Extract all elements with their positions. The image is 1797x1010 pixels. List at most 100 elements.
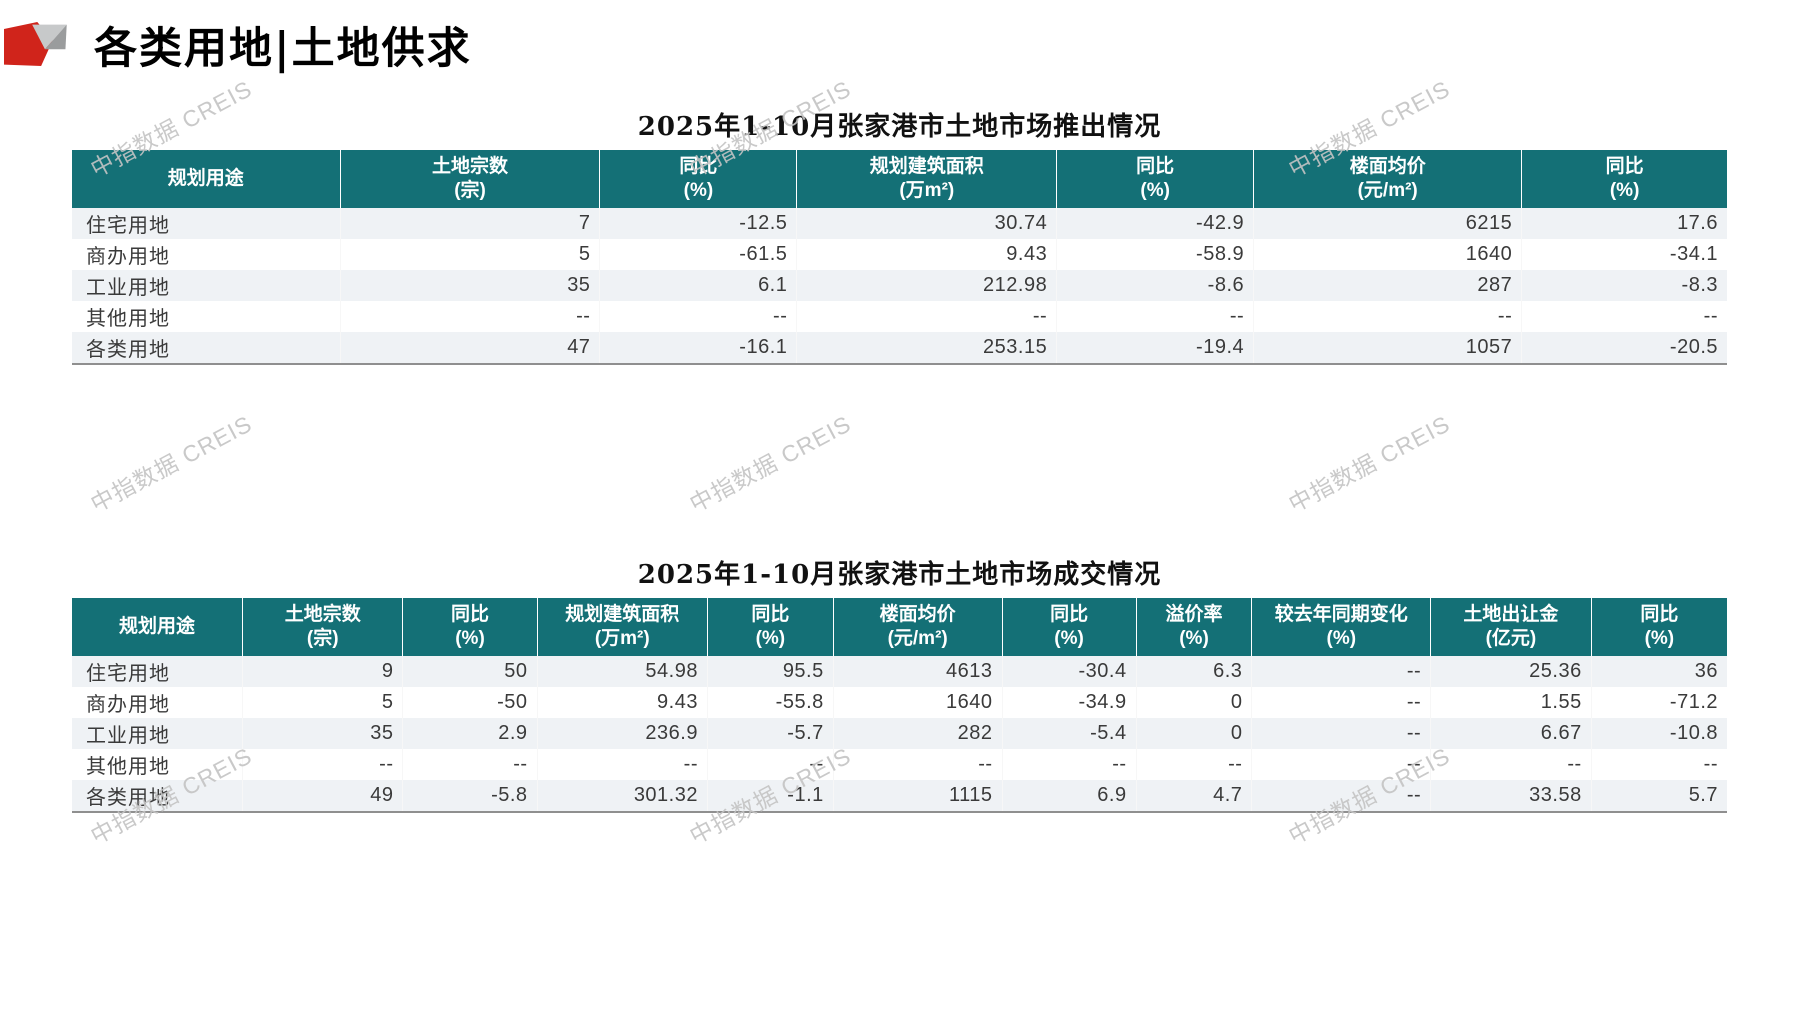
- watermark-text: 中指数据 CREIS: [86, 410, 257, 518]
- cell-value: -71.2: [1591, 687, 1727, 718]
- cell-value: -5.8: [402, 780, 538, 813]
- cell-value: 4613: [833, 656, 1002, 687]
- cell-value: -19.4: [1056, 332, 1254, 365]
- cell-value: 30.74: [797, 208, 1057, 239]
- creis-logo: [4, 22, 68, 66]
- cell-value: -5.7: [707, 718, 833, 749]
- cell-value: -12.5: [600, 208, 797, 239]
- table2-title: 2025年1-10月张家港市土地市场成交情况: [637, 560, 1162, 590]
- cell-value: -61.5: [600, 239, 797, 270]
- cell-value: --: [403, 749, 537, 780]
- cell-value: --: [707, 749, 833, 780]
- cell-value: 6.9: [1002, 780, 1137, 813]
- cell-value: 5: [340, 239, 600, 270]
- cell-value: 36: [1591, 656, 1727, 687]
- cell-value: -20.5: [1521, 332, 1727, 365]
- header-row: 规划用途 土地宗数 (宗) 同比 (%) 规划建筑面积 (万m²) 同比 (%) 楼面均价 (元/m…: [72, 598, 1727, 656]
- cell-value: -8.3: [1522, 270, 1727, 301]
- cell-value: 54.98: [537, 656, 707, 687]
- table-row: 其他用地 -- -- -- -- -- --: [72, 301, 1727, 332]
- column-header: 土地出让金 (亿元): [1430, 598, 1592, 656]
- column-header: 楼面均价 (元/m²): [832, 598, 1003, 656]
- cell-value: 33.58: [1430, 780, 1592, 813]
- cell-value: 47: [340, 332, 600, 365]
- column-header: 规划用途: [72, 598, 243, 656]
- table-row: 工业用地 35 6.1 212.98 -8.6 287 -8.3: [72, 270, 1727, 301]
- cell-value: 212.98: [797, 270, 1057, 301]
- cell-value: --: [1522, 301, 1727, 332]
- cell-value: 1640: [833, 687, 1002, 718]
- watermark-text: 中指数据 CREIS: [1284, 410, 1455, 518]
- cell-value: 2.9: [403, 718, 537, 749]
- cell-value: 0: [1136, 718, 1252, 749]
- cell-value: 35: [242, 718, 403, 749]
- cell-value: 5.7: [1591, 780, 1727, 813]
- row-label: 各类用地: [72, 780, 243, 813]
- cell-value: -42.9: [1057, 208, 1254, 239]
- cell-value: --: [1057, 301, 1254, 332]
- cell-value: 282: [833, 718, 1002, 749]
- cell-value: 6.1: [600, 270, 797, 301]
- cell-value: 1057: [1253, 332, 1522, 365]
- cell-value: -50: [403, 687, 537, 718]
- column-header: 同比 (%): [1521, 150, 1727, 208]
- cell-value: 1.55: [1431, 687, 1592, 718]
- cell-value: --: [242, 749, 403, 780]
- cell-value: 25.36: [1431, 656, 1592, 687]
- cell-value: 6.67: [1431, 718, 1592, 749]
- cell-value: --: [1591, 749, 1727, 780]
- cell-value: -34.9: [1002, 687, 1136, 718]
- page-title: 各类用地|土地供求: [94, 24, 472, 74]
- cell-value: 17.6: [1522, 208, 1727, 239]
- cell-value: -58.9: [1057, 239, 1254, 270]
- watermark-text: 中指数据 CREIS: [685, 410, 856, 518]
- cell-value: 6215: [1254, 208, 1522, 239]
- table-row: 商办用地 5 -50 9.43 -55.8 1640 -34.9 0 -- 1.55 -71.2: [72, 687, 1727, 718]
- cell-value: --: [340, 301, 600, 332]
- row-label: 各类用地: [72, 332, 341, 365]
- column-header: 同比 (%): [706, 598, 834, 656]
- cell-value: --: [1254, 301, 1522, 332]
- cell-value: --: [1251, 780, 1431, 813]
- column-header: 同比 (%): [1590, 598, 1727, 656]
- cell-value: 35: [340, 270, 600, 301]
- column-header: 土地宗数 (宗): [339, 150, 600, 208]
- cell-value: --: [1136, 749, 1252, 780]
- row-label: 工业用地: [86, 725, 170, 747]
- cell-value: -5.4: [1002, 718, 1136, 749]
- column-header: 规划建筑面积 (万m²): [796, 150, 1057, 208]
- column-header: 规划建筑面积 (万m²): [536, 598, 708, 656]
- cell-value: 301.32: [537, 780, 708, 813]
- cell-value: -55.8: [707, 687, 833, 718]
- cell-value: --: [1252, 749, 1431, 780]
- row-label: 住宅用地: [86, 663, 170, 685]
- cell-value: 1115: [833, 780, 1003, 813]
- cell-value: 287: [1254, 270, 1522, 301]
- column-header: 同比 (%): [402, 598, 538, 656]
- cell-value: --: [833, 749, 1002, 780]
- table2-transactions: 规划用途 土地宗数 (宗) 同比 (%) 规划建筑面积 (万m²) 同比 (%) 楼面均价 (元/m…: [72, 598, 1727, 813]
- table-row: 住宅用地 7 -12.5 30.74 -42.9 6215 17.6: [72, 208, 1727, 239]
- cell-value: 9.43: [797, 239, 1057, 270]
- table-row: 各类用地 49 -5.8 301.32 -1.1 1115 6.9 4.7 -- 33.58 5.7: [72, 780, 1727, 813]
- cell-value: --: [600, 301, 797, 332]
- column-header: 同比 (%): [1056, 150, 1254, 208]
- table-row: 其他用地 -- -- -- -- -- -- -- -- -- --: [72, 749, 1727, 780]
- row-label: 其他用地: [86, 756, 170, 778]
- cell-value: --: [797, 301, 1057, 332]
- cell-value: 253.15: [796, 332, 1057, 365]
- row-label: 住宅用地: [86, 215, 170, 237]
- cell-value: 7: [340, 208, 600, 239]
- cell-value: -1.1: [707, 780, 834, 813]
- column-header: 规划用途: [72, 150, 341, 208]
- cell-value: 5: [242, 687, 403, 718]
- report-table: 规划用途 土地宗数 (宗) 同比 (%) 规划建筑面积 (万m²) 同比 (%) 楼面均价 (元/m…: [72, 598, 1727, 813]
- cell-value: -16.1: [599, 332, 797, 365]
- table1-supply: 规划用途 土地宗数 (宗) 同比 (%) 规划建筑面积 (万m²) 同比 (%) 楼面均价 (元/m…: [72, 150, 1727, 365]
- cell-value: -8.6: [1057, 270, 1254, 301]
- row-label: 商办用地: [86, 694, 170, 716]
- report-table: 规划用途 土地宗数 (宗) 同比 (%) 规划建筑面积 (万m²) 同比 (%) 楼面均价 (元/m…: [72, 150, 1727, 365]
- cell-value: 4.7: [1136, 780, 1252, 813]
- cell-value: -10.8: [1591, 718, 1727, 749]
